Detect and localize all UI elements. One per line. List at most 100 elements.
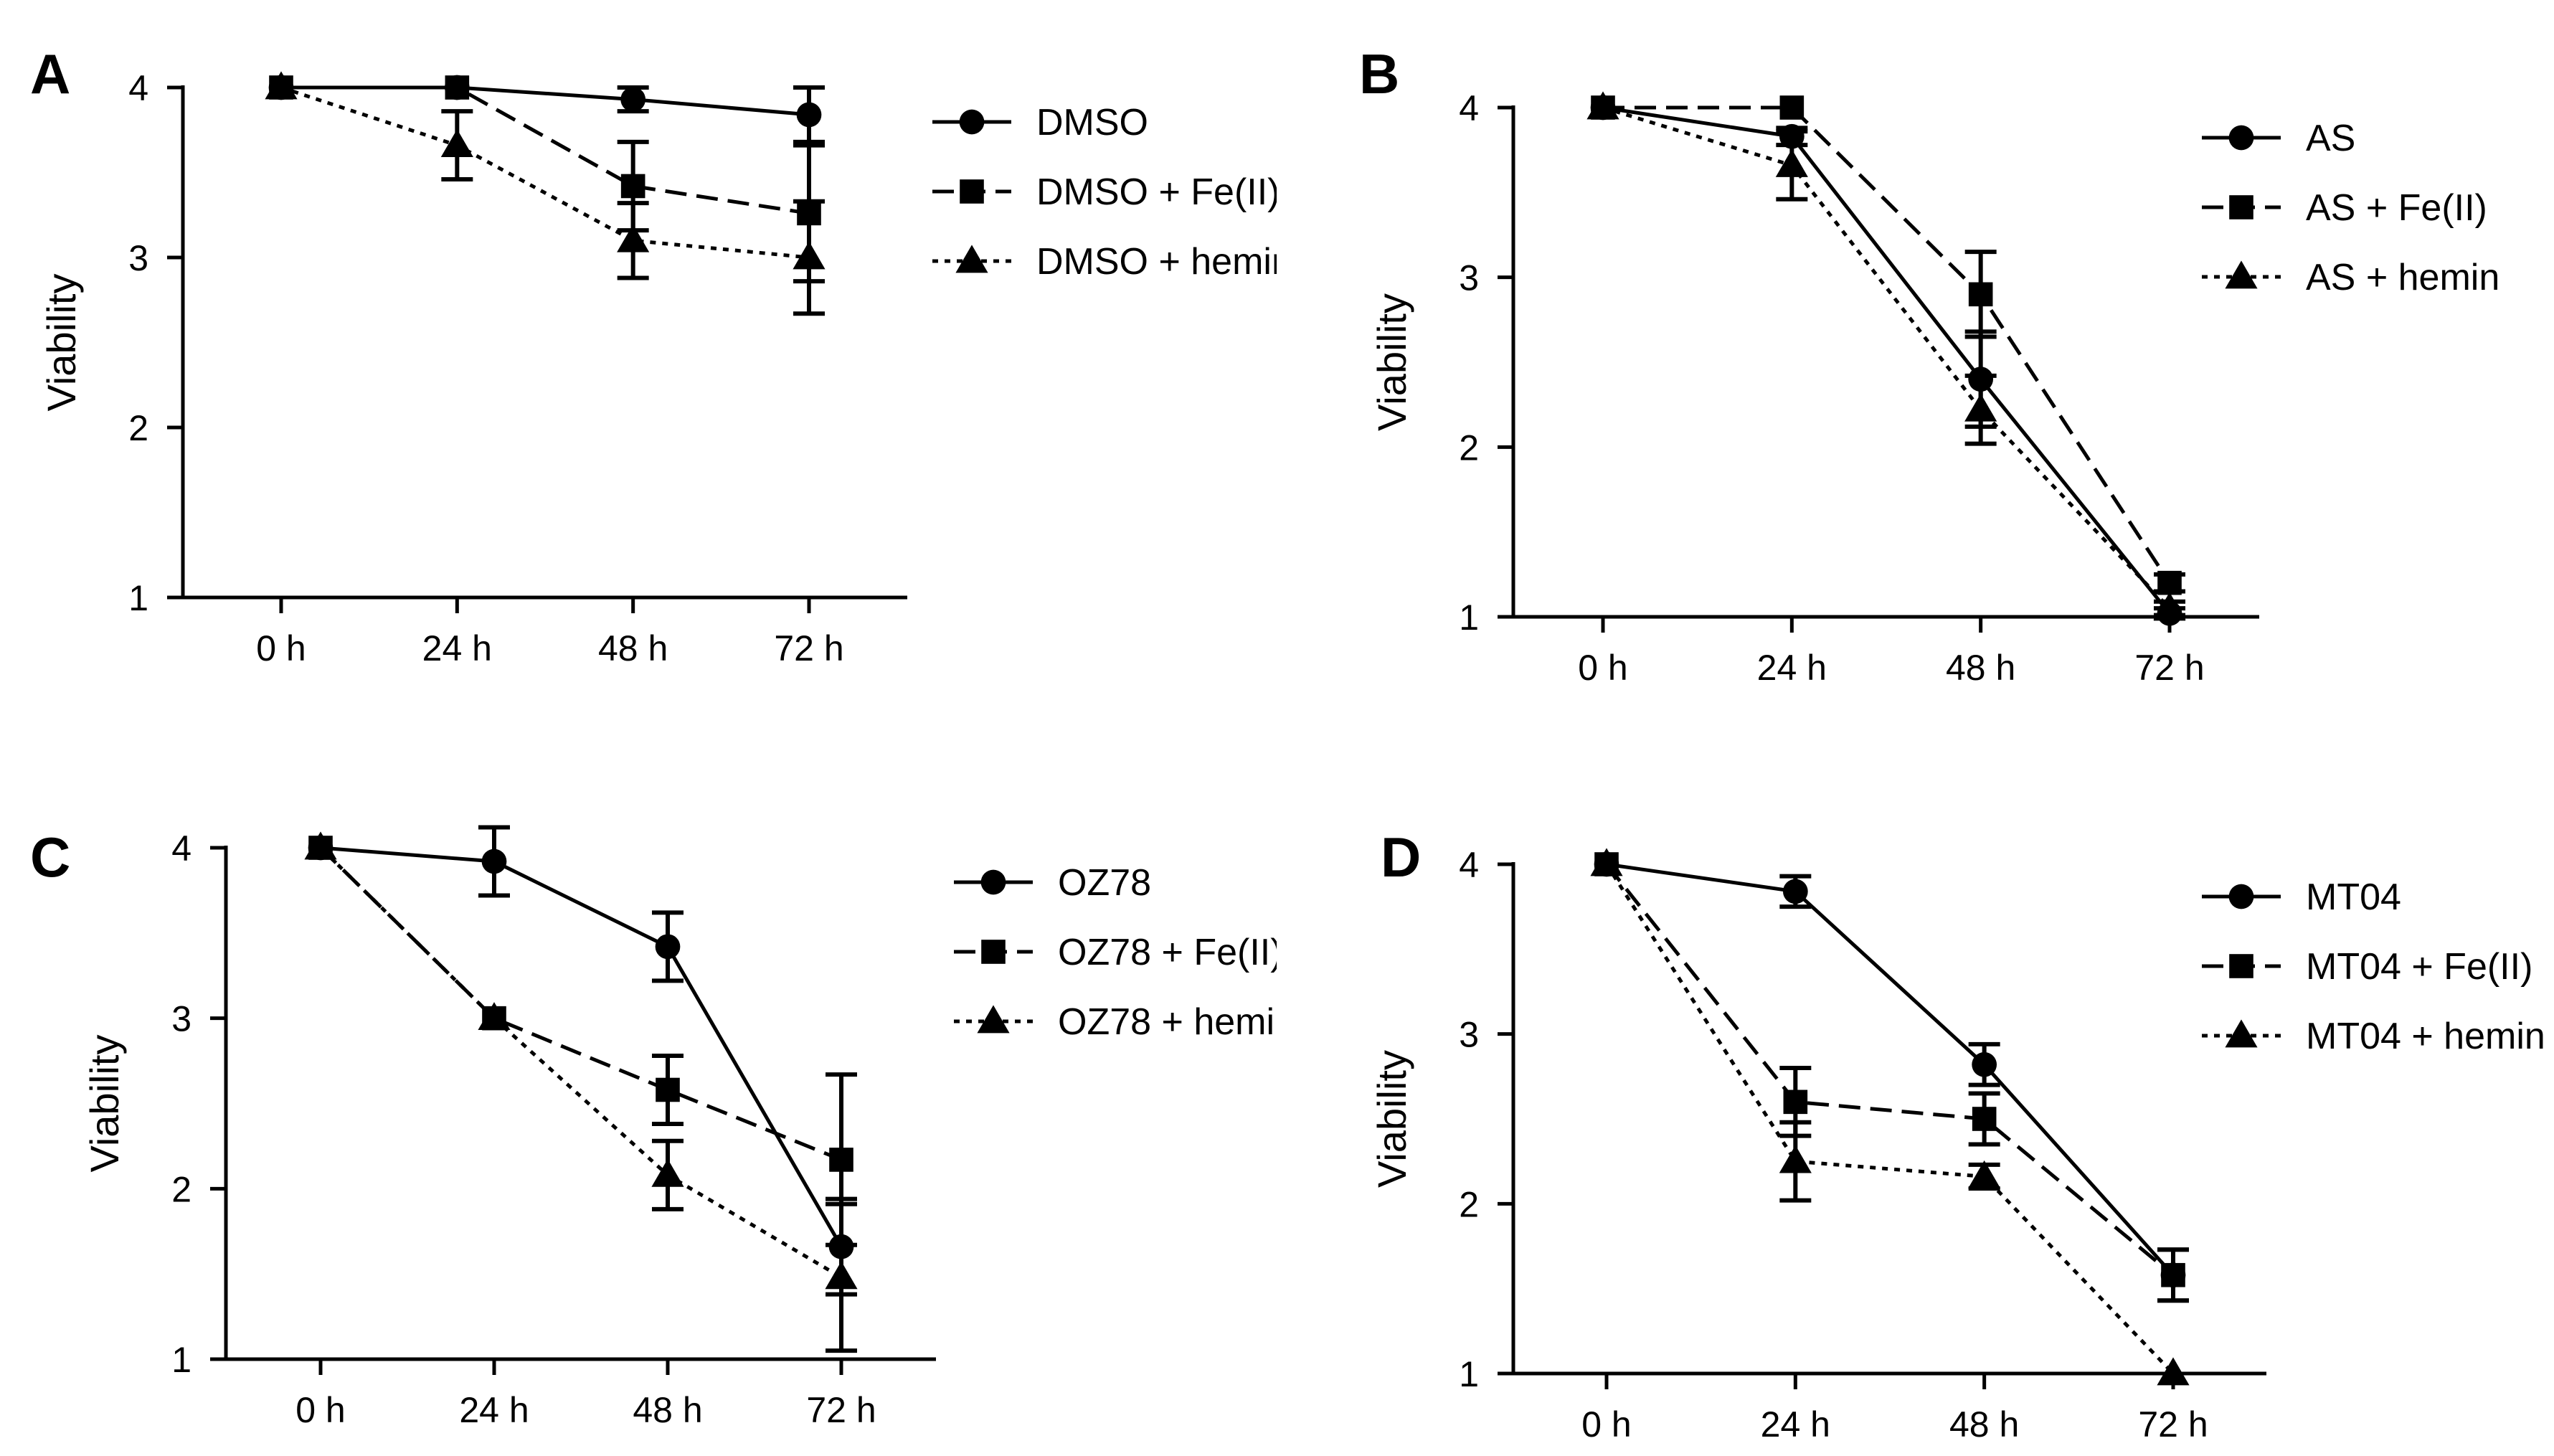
y-tick-label-d: 3 [1459, 1015, 1479, 1055]
y-tick-label-d: 1 [1459, 1354, 1479, 1394]
legend-a: DMSO DMSO + Fe(II) DMSO + hemin [932, 102, 1277, 283]
y-tick-label-c: 3 [171, 999, 191, 1039]
data-point-b-1 [2157, 570, 2182, 595]
series-d-2 [1590, 848, 2190, 1386]
data-point-d-1 [1783, 1089, 1808, 1115]
y-axis-label-b: Viability [1369, 293, 1414, 431]
data-point-d-2 [1779, 1145, 1812, 1173]
x-tick-label-c: 0 h [295, 1390, 346, 1430]
panel-letter-c: C [30, 826, 71, 889]
series-line-d-1 [1605, 863, 2175, 1277]
series-line-c-0 [320, 846, 843, 1248]
y-axis-label-c: Viability [82, 1035, 127, 1173]
legend-label-d-0: MT04 [2306, 876, 2401, 918]
data-point-c-1 [656, 1077, 680, 1102]
series-line-b-0 [1602, 105, 2171, 615]
legend-label-a-0: DMSO [1036, 102, 1148, 143]
legend-marker-d-2 [2225, 1019, 2258, 1048]
data-point-a-2 [440, 129, 473, 157]
data-point-a-0 [620, 87, 646, 112]
panel-b: B 1 2 3 4 0 h 24 h 48 h 72 h Viability AS AS + Fe(… [1277, 0, 2554, 724]
y-tick-label-c: 1 [171, 1340, 191, 1380]
data-point-b-2 [1775, 148, 1808, 177]
x-tick-label-a: 72 h [774, 628, 843, 668]
legend-label-b-0: AS [2306, 118, 2355, 159]
data-point-d-2 [1968, 1160, 2001, 1188]
chart-d: 1 2 3 4 0 h 24 h 48 h 72 h Viability MT04 MT04 + F… [1369, 845, 2545, 1445]
legend-marker-c-1 [981, 940, 1006, 964]
series-a-0 [268, 75, 825, 144]
data-point-d-0 [1972, 1051, 1997, 1077]
x-tick-label-d: 48 h [1949, 1404, 2019, 1445]
data-point-d-2 [1590, 848, 1623, 876]
y-axis-label-d: Viability [1369, 1050, 1414, 1188]
series-line-a-0 [281, 85, 810, 117]
panel-letter-a: A [30, 42, 71, 105]
x-tick-label-b: 48 h [1946, 648, 2015, 688]
series-c-2 [304, 831, 858, 1353]
y-tick-label-c: 2 [171, 1169, 191, 1209]
series-d-1 [1594, 852, 2189, 1303]
y-tick-label-a: 1 [128, 578, 148, 618]
x-tick-label-c: 24 h [459, 1390, 529, 1430]
series-line-b-2 [1602, 105, 2171, 610]
y-tick-label-b: 4 [1459, 88, 1479, 128]
series-b-1 [1591, 95, 2185, 595]
data-point-b-2 [1964, 393, 1997, 422]
x-tick-label-b: 0 h [1578, 648, 1628, 688]
data-point-a-2 [617, 224, 650, 252]
x-tick-label-d: 0 h [1581, 1404, 1632, 1445]
y-tick-label-d: 2 [1459, 1184, 1479, 1224]
x-tick-label-d: 72 h [2138, 1404, 2208, 1445]
data-point-c-2 [478, 1002, 511, 1031]
legend-marker-a-0 [959, 109, 985, 135]
data-point-a-1 [445, 75, 470, 100]
data-point-a-0 [796, 102, 822, 128]
data-point-d-2 [2157, 1357, 2190, 1386]
y-axis-label-a: Viability [39, 274, 84, 412]
data-point-c-1 [829, 1148, 853, 1172]
series-d-0 [1594, 851, 2189, 1303]
x-tick-label-a: 0 h [256, 628, 306, 668]
legend-label-c-0: OZ78 [1058, 862, 1151, 904]
y-tick-label-c: 4 [171, 828, 191, 869]
series-line-c-1 [319, 846, 842, 1162]
data-point-a-1 [620, 174, 645, 199]
series-line-d-2 [1604, 863, 2175, 1375]
data-point-c-2 [825, 1261, 858, 1290]
legend-label-b-2: AS + hemin [2306, 257, 2499, 298]
data-point-b-2 [1586, 91, 1619, 120]
data-point-c-2 [651, 1158, 684, 1187]
series-b-2 [1586, 91, 2186, 620]
legend-label-d-2: MT04 + hemin [2306, 1016, 2545, 1057]
x-tick-label-c: 72 h [806, 1390, 876, 1430]
data-point-a-2 [793, 241, 826, 270]
data-point-c-2 [304, 831, 337, 860]
legend-label-c-1: OZ78 + Fe(II) [1058, 932, 1277, 973]
legend-label-a-1: DMSO + Fe(II) [1036, 171, 1277, 213]
legend-marker-a-1 [960, 179, 984, 204]
data-point-a-2 [265, 71, 298, 100]
legend-b: AS AS + Fe(II) AS + hemin [2202, 118, 2499, 298]
data-point-c-0 [655, 934, 681, 960]
x-tick-label-b: 24 h [1757, 648, 1827, 688]
legend-marker-b-0 [2228, 125, 2254, 151]
legend-c: OZ78 OZ78 + Fe(II) OZ78 + hemin [954, 862, 1277, 1043]
legend-d: MT04 MT04 + Fe(II) MT04 + hemin [2202, 876, 2545, 1057]
y-tick-label-d: 4 [1459, 845, 1479, 885]
legend-label-c-2: OZ78 + hemin [1058, 1001, 1277, 1043]
legend-label-b-1: AS + Fe(II) [2306, 187, 2487, 229]
chart-b: 1 2 3 4 0 h 24 h 48 h 72 h Viability AS AS + Fe(II… [1369, 88, 2499, 688]
y-tick-label-a: 3 [128, 238, 148, 278]
series-line-a-2 [280, 85, 810, 260]
y-tick-label-b: 2 [1459, 427, 1479, 468]
series-line-d-0 [1606, 862, 2175, 1277]
legend-label-d-1: MT04 + Fe(II) [2306, 946, 2532, 988]
series-line-c-2 [319, 846, 843, 1280]
panel-letter-b: B [1359, 42, 1400, 105]
legend-marker-c-0 [980, 869, 1006, 895]
panel-letter-d: D [1381, 826, 1422, 889]
y-tick-label-a: 2 [128, 408, 148, 448]
legend-marker-c-2 [977, 1005, 1010, 1034]
